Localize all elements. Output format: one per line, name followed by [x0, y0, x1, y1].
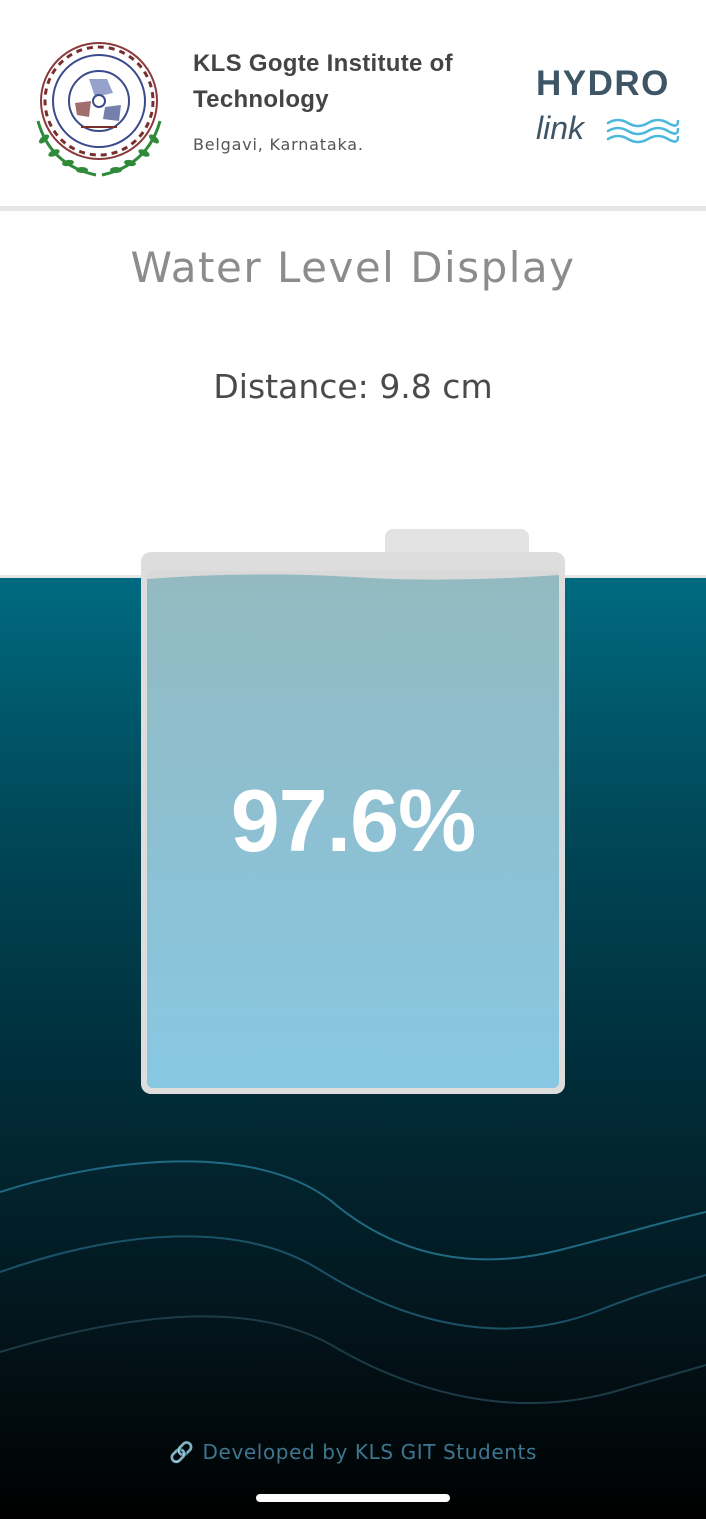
page-title: Water Level Display	[130, 243, 576, 292]
institution-name: KLS Gogte Institute of Technology	[193, 50, 453, 113]
footer-credit[interactable]: 🔗 Developed by KLS GIT Students	[0, 1440, 706, 1464]
institution-location: Belgavi, Karnataka.	[193, 135, 364, 154]
home-indicator[interactable]	[256, 1494, 450, 1502]
distance-value: 9.8	[379, 367, 432, 406]
institute-seal-logo	[36, 42, 162, 177]
fill-percentage: 97.6%	[230, 771, 477, 870]
link-icon: 🔗	[169, 1440, 195, 1464]
brand-logo-link: link	[536, 110, 585, 146]
app-header: KLS Gogte Institute of Technology Belgav…	[0, 0, 706, 206]
water-surface	[147, 571, 559, 580]
waves-icon	[606, 118, 680, 144]
tank-water-fill	[147, 571, 559, 1088]
distance-label: Distance:	[213, 367, 369, 406]
distance-unit: cm	[442, 367, 493, 406]
decorative-waves	[0, 1160, 706, 1405]
distance-readout: Distance: 9.8 cm	[0, 367, 706, 406]
brand-logo-hydro: HYDRO	[536, 64, 670, 103]
header-divider	[0, 206, 706, 211]
footer-credit-text: Developed by KLS GIT Students	[202, 1440, 537, 1464]
water-tank	[141, 552, 565, 1094]
